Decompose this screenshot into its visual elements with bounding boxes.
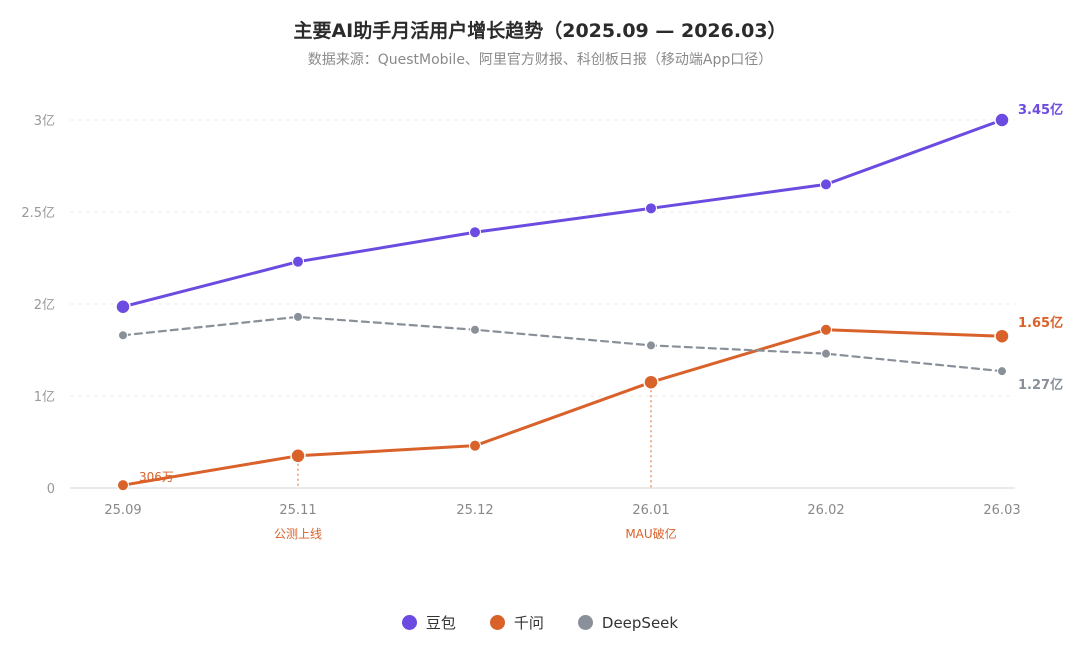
data-point: [820, 178, 832, 191]
data-point: [117, 479, 129, 492]
data-point: [469, 226, 481, 239]
legend-item: 千问: [489, 612, 544, 633]
data-point: [821, 348, 831, 359]
series-line: [121, 328, 1004, 487]
series-line: [121, 118, 1004, 309]
data-point: [469, 439, 481, 452]
end-value-label: 1.65亿: [1018, 315, 1063, 331]
data-point: [997, 366, 1007, 377]
data-point: [292, 255, 304, 268]
end-value-label: 1.27亿: [1018, 377, 1063, 393]
x-tick-label: 25.12: [456, 503, 493, 518]
x-tick-label: 25.11: [279, 503, 316, 518]
legend-label: 千问: [513, 614, 544, 632]
legend-swatch: [489, 615, 505, 630]
data-point: [646, 340, 656, 351]
legend-item: DeepSeek: [577, 612, 679, 633]
y-tick-label: 3亿: [34, 114, 55, 129]
legend-item: 豆包: [401, 612, 456, 633]
x-tick-label: 26.02: [807, 503, 844, 518]
chart-title: 主要AI助手月活用户增长趋势（2025.09 — 2026.03）: [293, 20, 787, 42]
data-point: [994, 328, 1010, 344]
data-point: [643, 374, 659, 390]
x-tick-label: 25.09: [104, 503, 141, 518]
data-point: [820, 323, 832, 336]
data-point: [645, 202, 657, 215]
data-point: [293, 311, 303, 322]
legend-swatch: [401, 615, 417, 630]
y-tick-label: 0: [47, 482, 55, 497]
chart-legend: 豆包 千问 DeepSeek: [0, 612, 1080, 633]
y-tick-label: 2亿: [34, 298, 55, 313]
chart-subtitle: 数据来源：QuestMobile、阿里官方财报、科创板日报（移动端App口径）: [307, 52, 773, 68]
annotation-label: MAU破亿: [625, 526, 676, 541]
annotation-label: 公测上线: [274, 527, 322, 541]
y-tick-label: 2.5亿: [21, 206, 55, 221]
end-value-label: 3.45亿: [1018, 102, 1063, 118]
x-tick-label: 26.01: [632, 503, 669, 518]
legend-label: 豆包: [425, 614, 456, 632]
data-point: [115, 299, 131, 315]
legend-label: DeepSeek: [601, 613, 679, 632]
data-point: [118, 330, 128, 341]
data-point: [290, 448, 306, 464]
series-line: [121, 315, 1004, 373]
legend-swatch: [577, 615, 593, 630]
data-point: [994, 112, 1010, 128]
line-chart: 0 1亿 2亿 2.5亿 3亿 25.09 25.11 25.12 26.01 26.02 26.0…: [21, 102, 1063, 541]
data-point: [470, 324, 480, 335]
x-tick-label: 26.03: [983, 503, 1020, 518]
y-tick-label: 1亿: [34, 390, 55, 405]
